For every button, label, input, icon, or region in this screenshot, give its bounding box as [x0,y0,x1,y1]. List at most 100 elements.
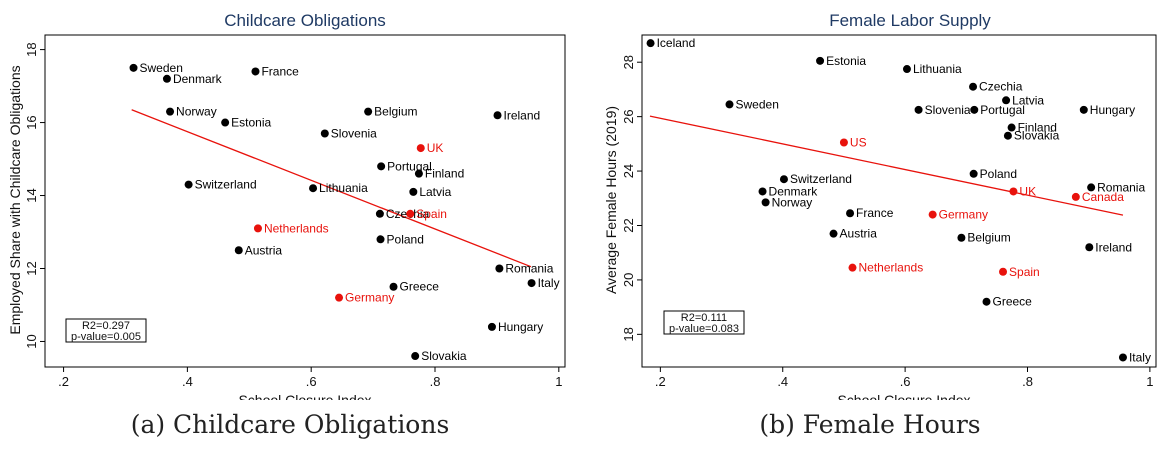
scatter-point [928,210,937,219]
point-label: Sweden [736,97,779,111]
x-tick-label: .6 [900,374,911,389]
scatter-point [166,107,175,116]
scatter-point [914,105,923,114]
axis-ticks: .2 .4 .6 .8 1 10 12 14 16 18 [24,42,562,389]
scatter-point [1087,183,1096,192]
point-label: Romania [1097,180,1145,194]
scatter-point [416,144,425,153]
scatter-point [221,118,230,127]
x-tick-label: 1 [555,374,562,389]
point-label: US [850,135,867,149]
scatter-point [375,209,384,218]
point-label: Hungary [1090,103,1135,117]
point-label: Finland [425,167,464,181]
scatter-point [970,105,979,114]
caption-b: (b) Female Hours [759,410,981,439]
x-tick-label: .2 [58,374,69,389]
scatter-point [527,279,536,288]
scatter-point [377,162,386,171]
fit-line [131,109,532,268]
point-label: Portugal [387,159,432,173]
y-tick-label: 10 [24,334,39,348]
chart-panel-childcare: Childcare Obligations Employed Share wit… [7,11,566,400]
point-label: Switzerland [790,172,852,186]
scatter-point [761,198,770,207]
scatter-point [1002,96,1011,105]
point-label: Italy [1129,350,1151,364]
scatter-point [846,209,855,218]
pvalue-text: p-value=0.083 [669,323,739,335]
scatter-point [982,297,991,306]
scatter-point [1079,105,1088,114]
x-tick-label: .4 [777,374,788,389]
scatter-point [320,129,329,138]
point-label: Greece [993,295,1033,309]
point-label: Spain [416,207,447,221]
point-label: Slovakia [1014,129,1060,143]
r2-text: R2=0.297 [82,320,130,332]
scatter-point [1071,192,1080,201]
x-axis-label: School Closure Index [837,392,970,400]
scatter-point [999,267,1008,276]
y-tick-label: 14 [24,188,39,202]
chart-title: Female Labor Supply [829,11,991,30]
point-label: Czechia [979,80,1023,94]
scatter-point [1118,353,1127,362]
point-label: Belgium [967,231,1010,245]
point-label: Denmark [769,184,819,198]
point-label: Spain [1009,265,1040,279]
stats-box: R2=0.297 p-value=0.005 [65,318,147,343]
scatter-point [758,187,767,196]
point-label: Poland [980,167,1017,181]
scatter-point [406,209,415,218]
point-label: Greece [400,280,440,294]
point-label: UK [427,141,444,155]
point-label: Slovenia [925,103,971,117]
point-label: Portugal [980,103,1025,117]
point-label: Norway [772,195,813,209]
x-tick-label: .6 [306,374,317,389]
fit-line [649,115,1124,216]
scatter-point [848,263,857,272]
x-tick-label: .8 [1022,374,1033,389]
point-label: France [261,64,299,78]
x-axis-label: School Closure Index [238,392,371,400]
scatter-point [234,246,243,255]
point-label: Ireland [1095,240,1132,254]
point-label: UK [1019,184,1036,198]
scatter-point [829,229,838,238]
point-label: Lithuania [913,62,962,76]
scatter-point [725,100,734,109]
scatter-point [1009,187,1018,196]
point-label: Sweden [140,61,183,75]
scatter-point [646,39,655,48]
point-label: Iceland [657,36,696,50]
x-tick-label: 1 [1146,374,1153,389]
scatter-point [184,180,193,189]
point-label: Germany [939,208,988,222]
scatter-point [414,169,423,178]
scatter-point [495,264,504,273]
scatter-point [902,65,911,74]
y-tick-label: 18 [24,42,39,56]
scatter-point [969,169,978,178]
scatter-point [409,187,418,196]
x-tick-label: .2 [655,374,666,389]
scatter-point [364,107,373,116]
scatter-point [1003,131,1012,140]
point-label: Latvia [1012,93,1044,107]
point-label: Norway [176,105,217,119]
point-label: Finland [1018,121,1057,135]
scatter-point [969,82,978,91]
scatter-point [389,282,398,291]
y-axis-label: Average Female Hours (2019) [603,106,619,294]
point-label: Austria [840,227,878,241]
scatter-point [493,111,502,120]
y-tick-label: 18 [621,327,636,341]
scatter-point [253,224,262,233]
scatter-point [309,184,318,193]
scatter-point [1085,243,1094,252]
